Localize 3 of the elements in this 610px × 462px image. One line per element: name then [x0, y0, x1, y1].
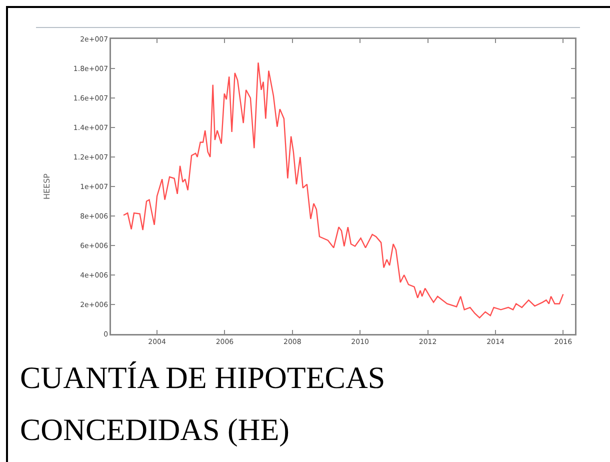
y-axis-title: HEESP — [42, 173, 52, 200]
text: CUANTÍA DE HIPOTECAS CONCEDIDAS (HE) — [20, 359, 386, 449]
line-series — [122, 62, 564, 318]
